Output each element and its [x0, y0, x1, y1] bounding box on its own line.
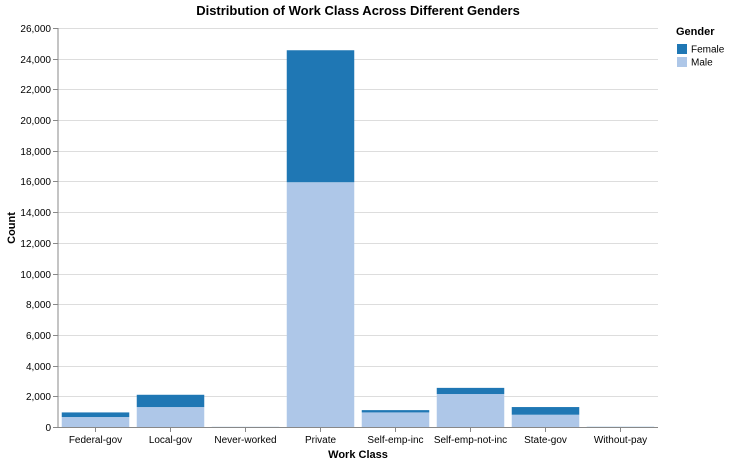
- x-axis-title: Work Class: [328, 449, 388, 461]
- y-tick-label: 26,000: [20, 24, 51, 35]
- gridlines: [58, 28, 658, 428]
- x-tick-label: Without-pay: [594, 435, 647, 446]
- x-tick-label: State-gov: [524, 435, 567, 446]
- bar-female-state-gov: [511, 407, 580, 415]
- bar-female-self-emp-inc: [361, 410, 430, 413]
- y-tick-label: 2,000: [26, 392, 51, 403]
- y-tick-label: 18,000: [20, 147, 51, 158]
- bar-male-self-emp-inc: [361, 412, 430, 427]
- x-tick-label: Federal-gov: [69, 435, 122, 446]
- legend-swatch-male: [677, 57, 687, 67]
- bar-male-private: [286, 182, 355, 427]
- y-tick-label: 8,000: [26, 300, 51, 311]
- y-tick-label: 12,000: [20, 239, 51, 250]
- legend-swatch-female: [677, 44, 687, 54]
- x-tick-label: Self-emp-inc: [367, 435, 423, 446]
- y-tick-label: 10,000: [20, 270, 51, 281]
- y-axis-title: Count: [6, 212, 18, 244]
- x-tick-label: Private: [305, 435, 337, 446]
- bar-female-local-gov: [136, 394, 205, 408]
- legend-title: Gender: [676, 26, 715, 38]
- y-tick-label: 6,000: [26, 331, 51, 342]
- axes: 0 2,000 4,000 6,000 8,000 10,000 12,000 14,000 1…: [20, 24, 658, 446]
- x-tick-label: Never-worked: [214, 435, 276, 446]
- y-tick-label: 4,000: [26, 362, 51, 373]
- y-tick-label: 16,000: [20, 177, 51, 188]
- chart-title: Distribution of Work Class Across Differ…: [196, 3, 520, 18]
- bar-male-self-emp-not-inc: [436, 394, 505, 427]
- x-tick-label: Self-emp-not-inc: [434, 435, 507, 446]
- y-tick-label: 22,000: [20, 85, 51, 96]
- legend-label-female: Female: [691, 45, 725, 56]
- y-tick-label: 20,000: [20, 116, 51, 127]
- bars: [61, 50, 655, 427]
- bar-male-local-gov: [136, 407, 205, 427]
- y-tick-label: 24,000: [20, 55, 51, 66]
- bar-male-federal-gov: [61, 417, 130, 427]
- bar-female-private: [286, 50, 355, 183]
- bar-female-self-emp-not-inc: [436, 387, 505, 395]
- bar-female-federal-gov: [61, 412, 130, 418]
- bar-male-state-gov: [511, 414, 580, 427]
- legend: Gender Female Male: [676, 26, 725, 69]
- legend-label-male: Male: [691, 58, 713, 69]
- x-tick-label: Local-gov: [149, 435, 192, 446]
- y-tick-label: 0: [45, 423, 51, 434]
- y-tick-label: 14,000: [20, 208, 51, 219]
